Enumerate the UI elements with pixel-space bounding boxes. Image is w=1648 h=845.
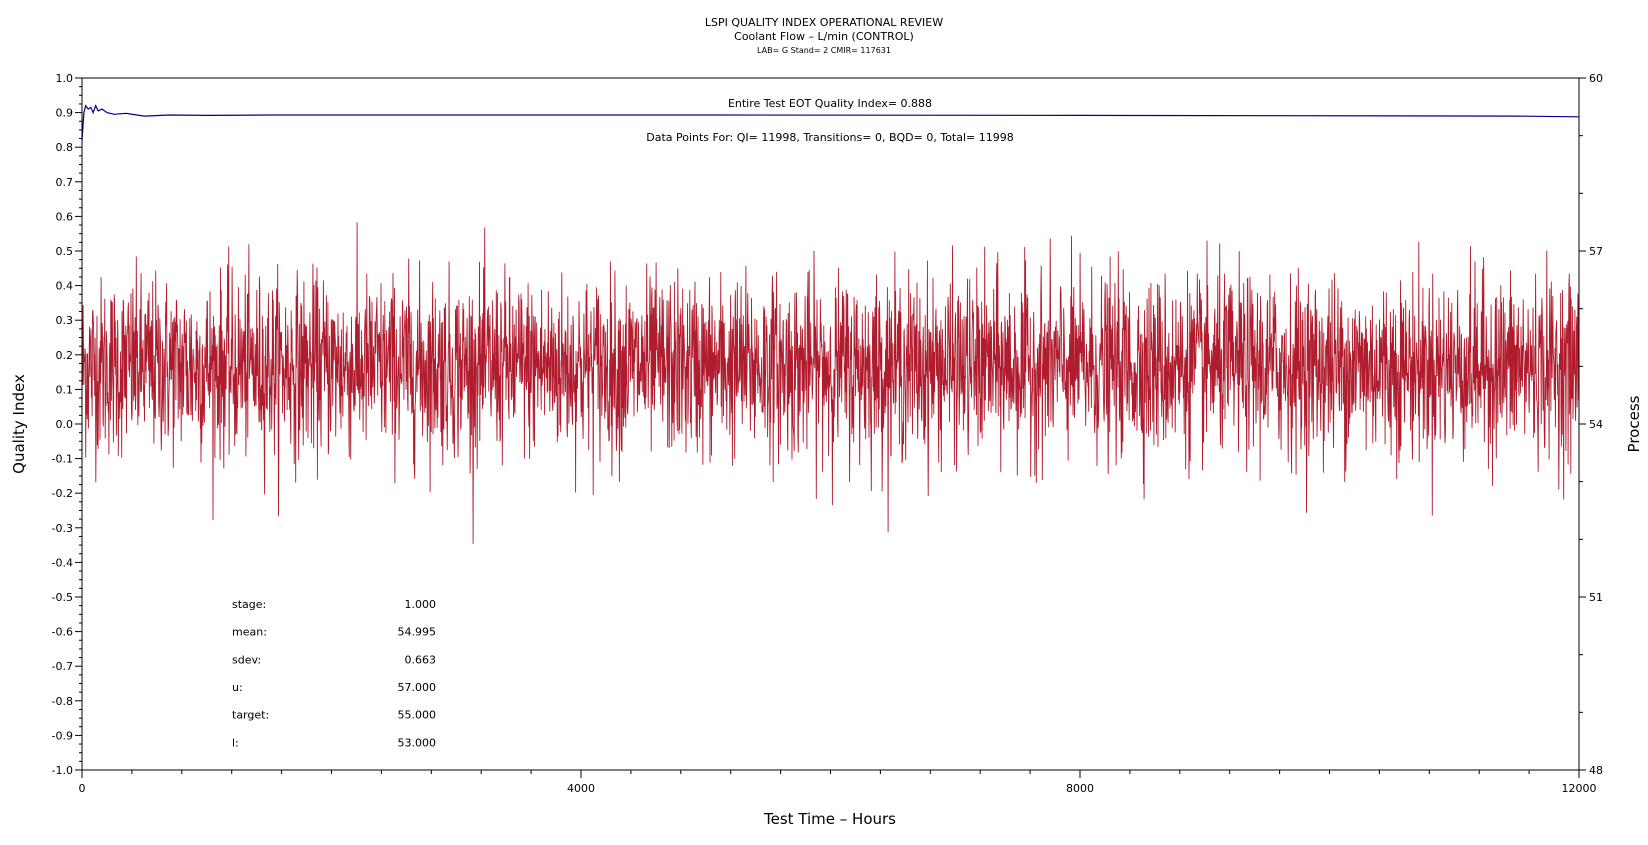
y-tick-label: -0.8 — [52, 695, 73, 708]
y-tick-label: -0.7 — [52, 660, 73, 673]
stat-value: 53.000 — [398, 736, 437, 749]
y-tick-label: 0.3 — [56, 314, 74, 327]
y2-tick-label: 54 — [1589, 418, 1603, 431]
y-tick-label: 1.0 — [56, 72, 74, 85]
chart-subtitle-2: LAB= G Stand= 2 CMIR= 117631 — [757, 46, 891, 55]
y-tick-label: -0.5 — [52, 591, 73, 604]
y-tick-label: 0.0 — [56, 418, 74, 431]
y2-tick-label: 60 — [1589, 72, 1603, 85]
y-tick-label: -0.9 — [52, 729, 73, 742]
y-axis-label: Quality Index — [10, 374, 28, 474]
eot-annotation: Entire Test EOT Quality Index= 0.888 — [728, 97, 932, 110]
stat-label: u: — [232, 681, 243, 694]
y-tick-label: 0.4 — [56, 280, 74, 293]
x-tick-label: 8000 — [1066, 782, 1094, 795]
bottom-axis: 0 4000 8000 12000 — [79, 770, 1597, 795]
y-tick-label: 0.7 — [56, 176, 74, 189]
y-tick-label: 0.2 — [56, 349, 74, 362]
y-tick-label: 0.6 — [56, 210, 74, 223]
stat-value: 57.000 — [398, 681, 437, 694]
left-axis: 1.0 0.9 0.8 0.7 0.6 0.5 0.4 0.3 0.2 0.1 0.0 -0.1 -0.… — [52, 72, 82, 777]
y2-tick-label: 57 — [1589, 245, 1603, 258]
chart-title: LSPI QUALITY INDEX OPERATIONAL REVIEW — [705, 16, 943, 29]
stat-label: target: — [232, 709, 269, 722]
series-layer — [81, 104, 1580, 544]
process-series-line — [81, 222, 1580, 544]
x-axis-label: Test Time – Hours — [763, 810, 896, 828]
y2-tick-label: 48 — [1589, 764, 1603, 777]
y-tick-label: -0.2 — [52, 487, 73, 500]
chart-subtitle: Coolant Flow – L/min (CONTROL) — [734, 30, 914, 43]
stat-label: stage: — [232, 598, 266, 611]
y-tick-label: 0.8 — [56, 141, 74, 154]
y-tick-label: -1.0 — [52, 764, 73, 777]
y-tick-label: -0.1 — [52, 453, 73, 466]
x-tick-label: 4000 — [567, 782, 595, 795]
stats-block: stage: 1.000 mean: 54.995 sdev: 0.663 u: 57.000… — [232, 598, 436, 749]
stat-value: 54.995 — [398, 626, 437, 639]
x-tick-label: 0 — [79, 782, 86, 795]
y-tick-label: -0.6 — [52, 626, 73, 639]
stat-label: sdev: — [232, 653, 261, 666]
stat-value: 0.663 — [405, 653, 437, 666]
stat-value: 55.000 — [398, 709, 437, 722]
y-tick-label: -0.3 — [52, 522, 73, 535]
y2-axis-label: Process — [1625, 395, 1643, 452]
right-axis: 60 57 54 51 48 — [1579, 72, 1603, 777]
stat-label: l: — [232, 736, 239, 749]
stat-value: 1.000 — [405, 598, 437, 611]
stat-label: mean: — [232, 626, 267, 639]
y-tick-label: 0.5 — [56, 245, 74, 258]
y-tick-label: 0.9 — [56, 107, 74, 120]
y-tick-label: 0.1 — [56, 383, 74, 396]
y-tick-label: -0.4 — [52, 556, 73, 569]
data-points-annotation: Data Points For: QI= 11998, Transitions=… — [646, 131, 1014, 144]
y2-tick-label: 51 — [1589, 591, 1603, 604]
quality-index-line — [81, 104, 1580, 141]
x-tick-label: 12000 — [1562, 782, 1597, 795]
